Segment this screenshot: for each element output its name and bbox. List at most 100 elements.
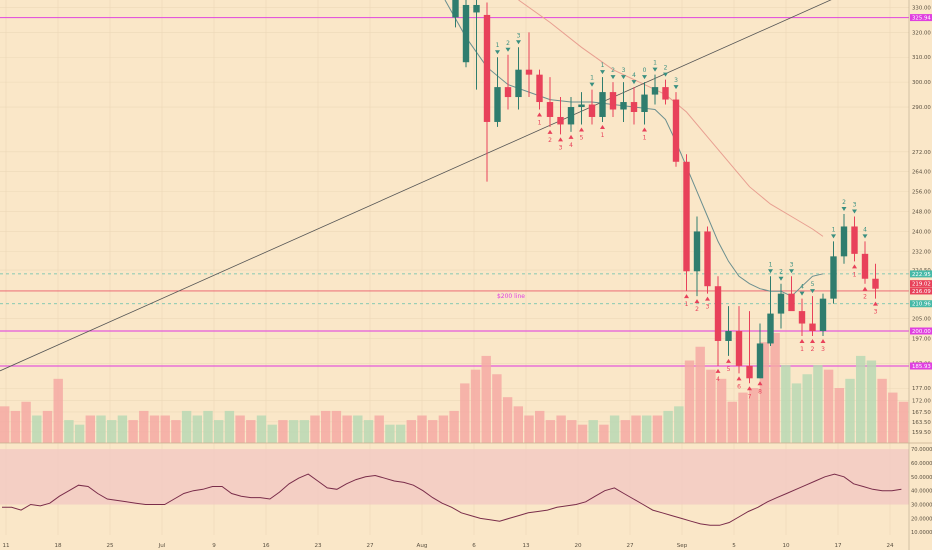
volume-bar	[0, 406, 10, 443]
td-count-label: 1	[538, 120, 542, 127]
td-count-label: 1	[653, 60, 657, 67]
volume-bar	[791, 383, 802, 443]
volume-bar	[834, 388, 844, 443]
trendline-segment	[0, 0, 832, 372]
price-tag-bg	[910, 280, 932, 288]
volume-bar	[631, 415, 641, 443]
price-tick-label: 167.50	[912, 410, 931, 416]
candle-body	[861, 253, 869, 279]
td-count-label: 3	[853, 202, 857, 209]
candle-body	[609, 92, 617, 110]
rsi-tick-label: 10.0000	[911, 530, 932, 536]
volume-bar	[577, 424, 588, 443]
x-tick-label: Sep	[677, 543, 688, 549]
level-label: $200 line	[497, 293, 525, 300]
td-triangle-down	[505, 47, 511, 52]
td-count-label: 1	[685, 301, 689, 308]
candles	[452, 0, 879, 384]
volume-bar	[256, 415, 267, 443]
price-tag-label: 216.09	[912, 289, 931, 295]
volume-bar	[21, 401, 31, 443]
x-tick-label: Jul	[158, 543, 166, 549]
price-tick-label: 248.00	[912, 210, 931, 216]
td-count-label: 2	[548, 137, 552, 144]
candle-body	[735, 331, 743, 366]
td-count-label: 3	[517, 32, 521, 39]
td-triangle-down	[789, 269, 794, 274]
td-triangle-down	[799, 291, 805, 296]
candle-body	[767, 313, 774, 344]
volume-bar	[203, 410, 213, 443]
candle-body	[683, 161, 690, 272]
td-triangle-up	[820, 338, 826, 343]
volume-bar	[406, 420, 416, 443]
volume-bar	[235, 415, 245, 443]
td-triangle-down	[841, 207, 847, 212]
td-triangle-down	[663, 72, 668, 77]
volume-bar	[299, 420, 309, 443]
volume-bar	[716, 378, 727, 443]
x-tick-label: 6	[472, 543, 476, 549]
volume-bar	[321, 410, 331, 443]
volume-bar	[181, 410, 192, 443]
td-triangle-up	[694, 299, 700, 304]
td-triangle-up	[642, 127, 647, 132]
volume-bar	[385, 424, 395, 443]
volume-bar	[567, 420, 577, 443]
td-count-label: 5	[811, 281, 815, 288]
volume-bar	[823, 369, 834, 443]
candle-body	[567, 107, 575, 125]
price-tag-bg	[910, 327, 932, 335]
td-triangle-down	[852, 209, 857, 214]
volume-bar	[674, 406, 684, 443]
volume-bar	[759, 342, 770, 443]
td-count-label: 1	[800, 346, 804, 353]
candle-body	[504, 87, 512, 98]
volume-bar	[738, 392, 748, 443]
rsi-band-fill	[0, 449, 909, 505]
candle-body	[714, 286, 722, 341]
price-tick-label: 272.00	[912, 150, 931, 156]
td-triangle-down	[516, 40, 521, 45]
candle-body	[525, 69, 533, 75]
candle-body	[819, 298, 827, 332]
volume-bar	[877, 378, 887, 443]
volume-bar	[74, 424, 85, 443]
volume-bar	[492, 374, 502, 443]
x-tick-label: Aug	[417, 543, 428, 549]
candle-body	[851, 226, 858, 254]
x-tick-label: 13	[522, 543, 530, 549]
price-tick-label: 240.00	[912, 229, 931, 235]
td-triangle-up	[726, 358, 731, 363]
volume-bar	[85, 415, 95, 443]
price-tag-label: 325.94	[912, 16, 931, 22]
td-triangle-up	[705, 296, 710, 301]
x-tick-label: 5	[732, 543, 736, 549]
candle-body	[746, 365, 753, 379]
x-axis: 11 18 25 Jul 9 16 23 27 Aug 6 13 20 27 Sep 5 10 17 24	[2, 543, 894, 549]
price-tag-bg	[910, 300, 932, 308]
candle-body	[578, 104, 585, 108]
td-triangle-up	[684, 294, 689, 299]
price-tick-label: 172.00	[912, 399, 931, 405]
volume-bar	[856, 355, 866, 443]
td-triangle-down	[610, 75, 616, 80]
volume-bar	[845, 378, 855, 443]
volume-bar	[160, 415, 170, 443]
candle-body	[641, 94, 648, 112]
candle-body	[620, 102, 627, 110]
volume-bar	[706, 369, 716, 443]
price-tick-label: 310.00	[912, 55, 931, 61]
volume-bar	[524, 415, 534, 443]
volume-bar	[460, 383, 470, 443]
volume-bar	[545, 420, 556, 443]
volume-bar	[642, 415, 652, 443]
volume-bar	[781, 365, 791, 443]
volume-bar	[684, 360, 695, 443]
volume-bar	[652, 415, 663, 443]
price-tag-label: 219.02	[912, 282, 931, 288]
td-count-label: 4	[569, 142, 573, 149]
volume-bar	[588, 420, 598, 443]
